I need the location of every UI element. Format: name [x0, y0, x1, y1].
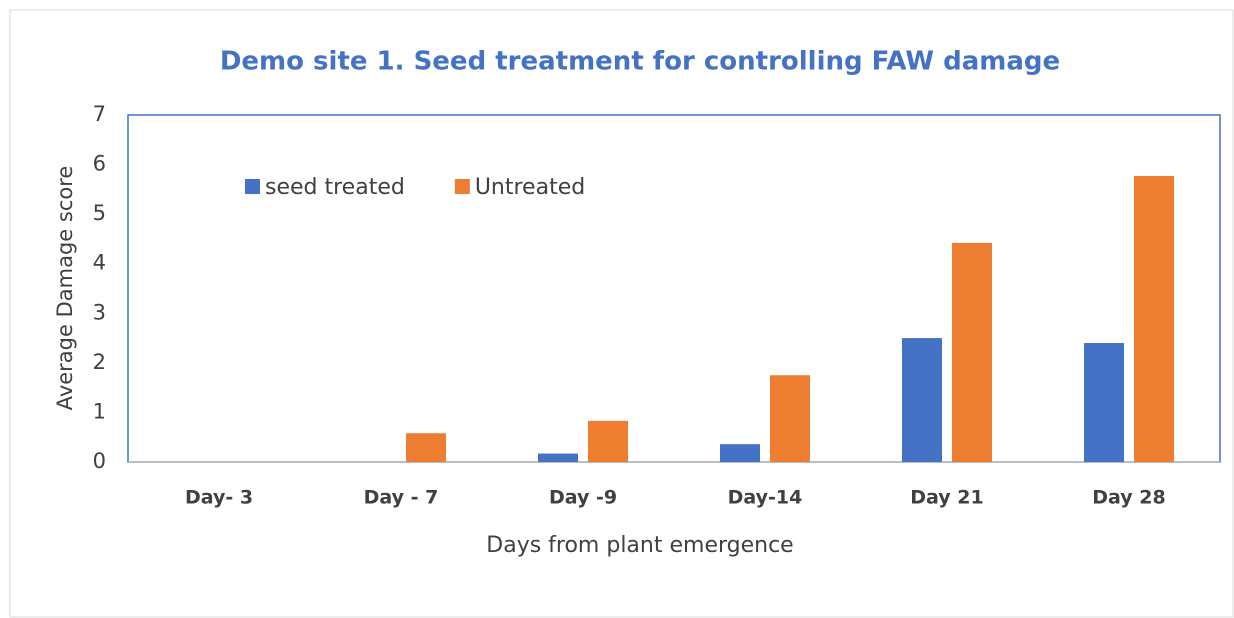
- legend-label: Untreated: [475, 175, 585, 200]
- x-tick-label: Day 21: [910, 487, 983, 509]
- x-tick-label: Day - 7: [364, 487, 439, 509]
- y-tick-label: 3: [93, 300, 106, 324]
- y-tick-label: 5: [93, 201, 106, 225]
- legend-label: seed treated: [265, 175, 405, 200]
- y-tick-label: 6: [93, 152, 106, 176]
- bar: [902, 338, 942, 462]
- y-tick-label: 7: [93, 102, 106, 126]
- chart-title: Demo site 1. Seed treatment for controll…: [220, 47, 1060, 77]
- x-axis-label: Days from plant emergence: [486, 533, 793, 558]
- y-axis-label: Average Damage score: [53, 166, 77, 411]
- x-tick-label: Day- 3: [185, 487, 253, 509]
- chart-frame: [9, 9, 1234, 618]
- bar: [1134, 175, 1174, 463]
- bar: [538, 453, 578, 462]
- bar: [952, 242, 992, 462]
- x-tick-label: Day-14: [728, 487, 803, 509]
- bar: [588, 420, 628, 462]
- legend-swatch: [454, 179, 470, 194]
- y-tick-label: 2: [93, 350, 106, 374]
- bar: [720, 444, 760, 462]
- x-tick-label: Day -9: [549, 487, 617, 509]
- y-tick-label: 4: [93, 251, 106, 275]
- bar: [406, 433, 446, 462]
- bar: [770, 375, 810, 462]
- y-tick-label: 0: [93, 449, 106, 473]
- x-tick-label: Day 28: [1092, 487, 1165, 509]
- bar: [1084, 343, 1124, 462]
- legend-swatch: [245, 179, 260, 194]
- y-tick-label: 1: [93, 399, 106, 423]
